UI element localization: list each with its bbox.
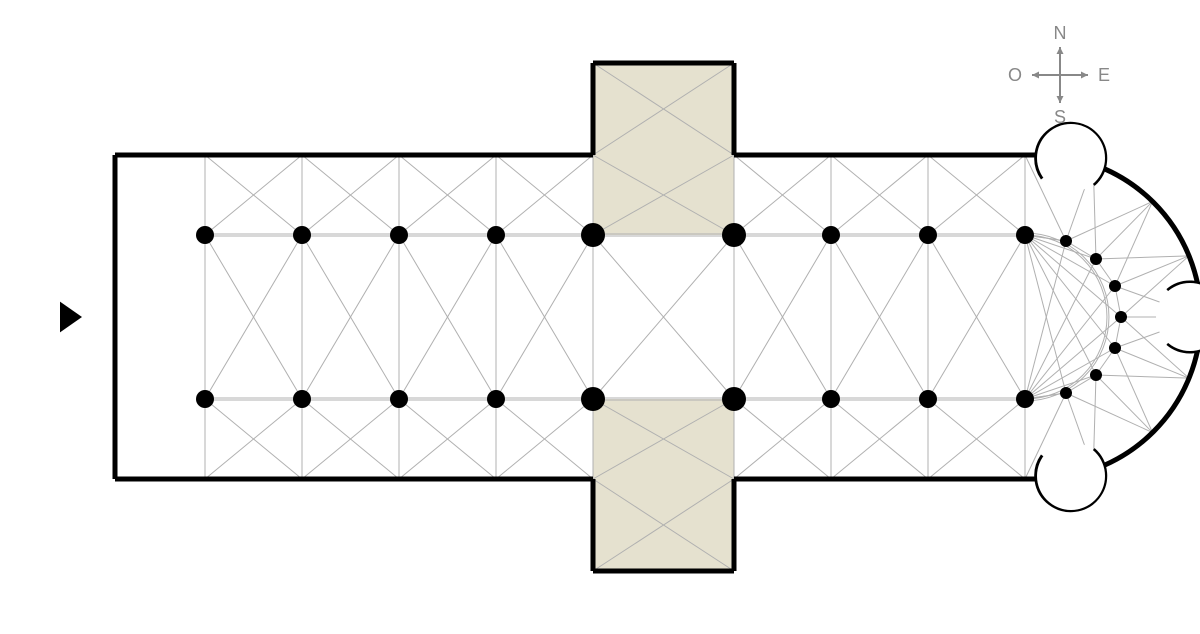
church-floor-plan: N S E O xyxy=(0,0,1200,634)
compass-label: N xyxy=(1054,23,1067,43)
compass-label: S xyxy=(1054,107,1066,127)
compass-label: E xyxy=(1098,65,1110,85)
compass-label: O xyxy=(1008,65,1022,85)
